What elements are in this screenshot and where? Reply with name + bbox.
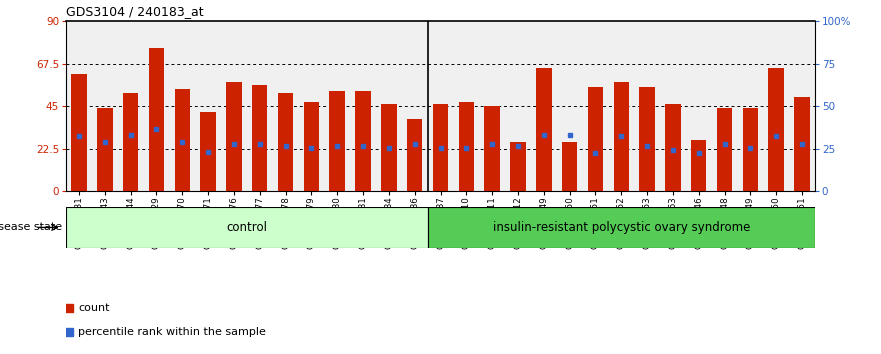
Text: disease state: disease state bbox=[0, 222, 62, 233]
Bar bbox=[768, 68, 784, 191]
Bar bbox=[174, 89, 190, 191]
Bar bbox=[459, 102, 474, 191]
Bar bbox=[66, 207, 427, 248]
Bar bbox=[149, 48, 164, 191]
Bar bbox=[433, 104, 448, 191]
Bar bbox=[226, 82, 241, 191]
Bar bbox=[588, 87, 603, 191]
Bar bbox=[304, 102, 319, 191]
Bar bbox=[536, 68, 552, 191]
Bar bbox=[329, 91, 345, 191]
Bar bbox=[665, 104, 681, 191]
Bar bbox=[200, 112, 216, 191]
Bar bbox=[355, 91, 371, 191]
Bar bbox=[278, 93, 293, 191]
Bar bbox=[407, 119, 422, 191]
Text: count: count bbox=[78, 303, 110, 313]
Bar bbox=[485, 106, 500, 191]
Bar bbox=[691, 140, 707, 191]
Bar bbox=[71, 74, 86, 191]
Bar bbox=[562, 142, 577, 191]
Bar bbox=[252, 85, 268, 191]
Bar bbox=[381, 104, 396, 191]
Bar bbox=[743, 108, 759, 191]
Bar bbox=[97, 108, 113, 191]
Bar bbox=[510, 142, 526, 191]
Bar bbox=[717, 108, 732, 191]
Text: percentile rank within the sample: percentile rank within the sample bbox=[78, 327, 266, 337]
Text: control: control bbox=[226, 221, 267, 234]
Bar bbox=[427, 207, 815, 248]
Text: insulin-resistant polycystic ovary syndrome: insulin-resistant polycystic ovary syndr… bbox=[492, 221, 750, 234]
Bar bbox=[613, 82, 629, 191]
Bar bbox=[640, 87, 655, 191]
Text: GDS3104 / 240183_at: GDS3104 / 240183_at bbox=[66, 5, 204, 18]
Bar bbox=[122, 93, 138, 191]
Bar bbox=[795, 97, 810, 191]
